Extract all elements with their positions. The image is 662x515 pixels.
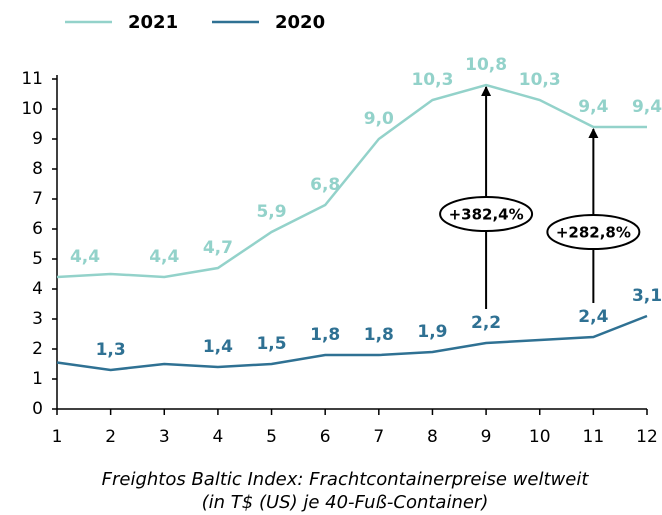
y-tick-label: 3 (32, 309, 43, 329)
data-label: 2,2 (471, 313, 501, 333)
data-label: 1,3 (96, 340, 126, 360)
data-label: 9,4 (578, 97, 608, 117)
annotation-text: +282,8% (556, 224, 631, 242)
y-tick-label: 7 (32, 189, 43, 209)
y-tick-label: 5 (32, 249, 43, 269)
annotation-bubble (546, 214, 641, 250)
y-tick-label: 1 (32, 369, 43, 389)
data-label: 10,8 (465, 55, 507, 75)
data-label: 9,4 (632, 97, 662, 117)
x-tick-label: 5 (266, 427, 277, 447)
x-tick-label: 4 (212, 427, 223, 447)
y-tick-label: 0 (32, 399, 43, 419)
y-tick-label: 10 (21, 99, 43, 119)
data-label: 9,0 (364, 109, 394, 129)
x-tick-label: 3 (159, 427, 170, 447)
series-line (56, 83, 647, 279)
legend-label: 2020 (275, 12, 325, 33)
x-tick-label: 10 (529, 427, 551, 447)
annotation-bubble (439, 196, 534, 232)
x-tick-label: 9 (481, 427, 492, 447)
x-tick-label: 6 (320, 427, 331, 447)
data-label: 1,4 (203, 337, 233, 357)
y-tick-label: 2 (32, 339, 43, 359)
x-tick-label: 7 (373, 427, 384, 447)
x-tick-label: 8 (427, 427, 438, 447)
x-tick-label: 12 (636, 427, 658, 447)
y-tick-label: 8 (32, 159, 43, 179)
data-label: 10,3 (519, 70, 561, 90)
data-label: 4,7 (203, 238, 233, 258)
x-tick-label: 11 (583, 427, 605, 447)
data-label: 1,8 (364, 325, 394, 345)
caption: Freightos Baltic Index: Frachtcontainerp… (102, 469, 590, 490)
data-label: 1,9 (417, 322, 447, 342)
annotation-text: +382,4% (449, 206, 524, 224)
x-tick-label: 1 (52, 427, 63, 447)
series-line (56, 314, 648, 372)
y-tick-label: 11 (21, 69, 43, 89)
data-label: 1,8 (310, 325, 340, 345)
legend-label: 2021 (128, 12, 178, 33)
data-label: 4,4 (149, 247, 179, 267)
y-tick-label: 4 (32, 279, 43, 299)
data-label: 10,3 (411, 70, 453, 90)
data-label: 5,9 (256, 202, 286, 222)
data-label: 2,4 (578, 307, 608, 327)
data-label: 1,5 (256, 334, 286, 354)
x-tick-label: 2 (105, 427, 116, 447)
y-tick-label: 6 (32, 219, 43, 239)
data-label: 3,1 (632, 286, 662, 306)
y-tick-label: 9 (32, 129, 43, 149)
data-label: 6,8 (310, 175, 340, 195)
caption: (in T$ (US) je 40-Fuß-Container) (202, 492, 489, 513)
data-label: 4,4 (70, 247, 100, 267)
